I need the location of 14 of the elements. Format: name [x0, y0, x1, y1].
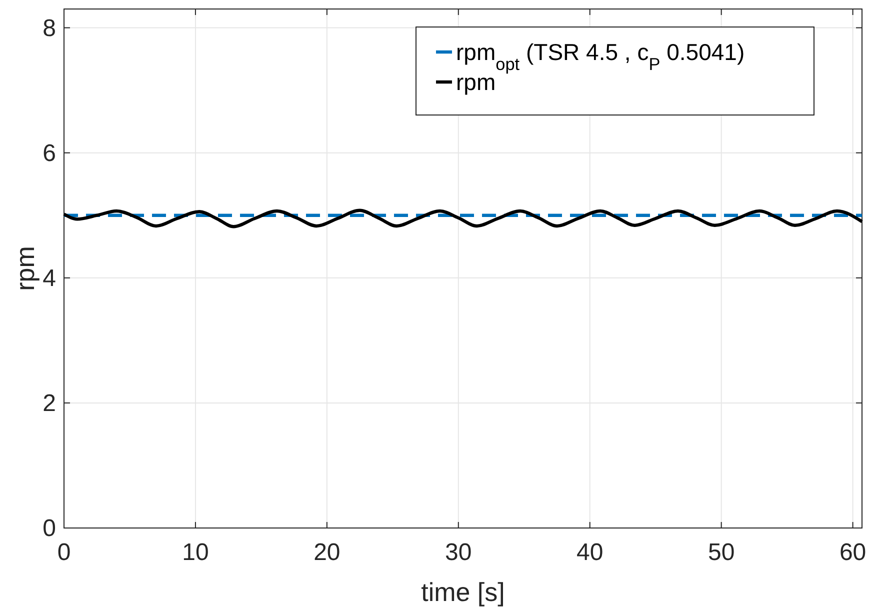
- x-tick-label: 60: [839, 539, 866, 566]
- x-tick-label: 50: [708, 539, 735, 566]
- x-tick-label: 20: [314, 539, 340, 566]
- x-tick-label: 30: [445, 539, 472, 566]
- y-tick-label: 2: [42, 390, 56, 417]
- line-series: [62, 208, 864, 228]
- y-tick-label: 0: [42, 515, 56, 542]
- x-axis-title: time [s]: [421, 577, 505, 607]
- y-tick-label: 4: [42, 264, 56, 292]
- x-tick-label: 10: [182, 539, 209, 566]
- y-tick-label: 8: [42, 14, 56, 42]
- y-tick-label: 6: [42, 140, 56, 167]
- x-tick-label: 40: [576, 539, 604, 566]
- y-axis-title: rpm: [10, 246, 40, 291]
